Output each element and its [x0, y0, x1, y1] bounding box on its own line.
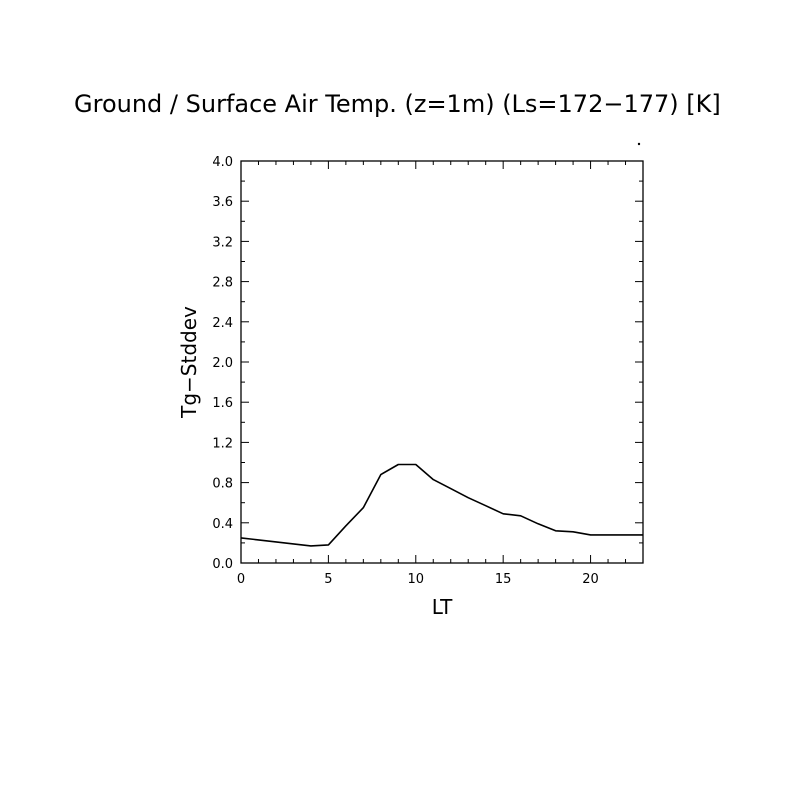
y-tick-label: 2.8: [212, 276, 233, 291]
x-axis-label: LT: [432, 595, 453, 619]
y-tick-label: 1.2: [212, 436, 233, 451]
y-tick-label: 2.0: [212, 356, 233, 371]
y-axis-label-group: Tg−Stddev: [177, 306, 201, 419]
x-tick-label: 0: [237, 572, 245, 587]
corner-dot-mark: [637, 142, 641, 146]
x-tick-label: 5: [324, 572, 332, 587]
series-line: [240, 463, 643, 547]
x-tick-label: 20: [582, 572, 599, 587]
x-tick-label: 10: [408, 572, 425, 587]
y-tick-label: 3.6: [212, 195, 233, 210]
data-series: [240, 463, 643, 547]
axis-ticks: [240, 160, 644, 564]
plot-frame: [240, 160, 644, 564]
y-tick-label: 1.6: [212, 396, 233, 411]
y-tick-label: 0.0: [212, 557, 233, 572]
y-tick-label: 0.8: [212, 477, 233, 492]
chart-title: Ground / Surface Air Temp. (z=1m) (Ls=17…: [74, 90, 721, 118]
y-tick-label: 0.4: [212, 517, 233, 532]
x-tick-label: 15: [495, 572, 512, 587]
y-tick-label: 3.2: [212, 235, 233, 250]
tick-labels: 0.0 0.4 0.8 1.2 1.6 2.0 2.4 2.8 3.2 3.6 4.0 0 5 10 15 2…: [212, 155, 599, 587]
y-tick-label: 2.4: [212, 316, 233, 331]
y-axis-label: Tg−Stddev: [177, 306, 201, 419]
y-tick-label: 4.0: [212, 155, 233, 170]
